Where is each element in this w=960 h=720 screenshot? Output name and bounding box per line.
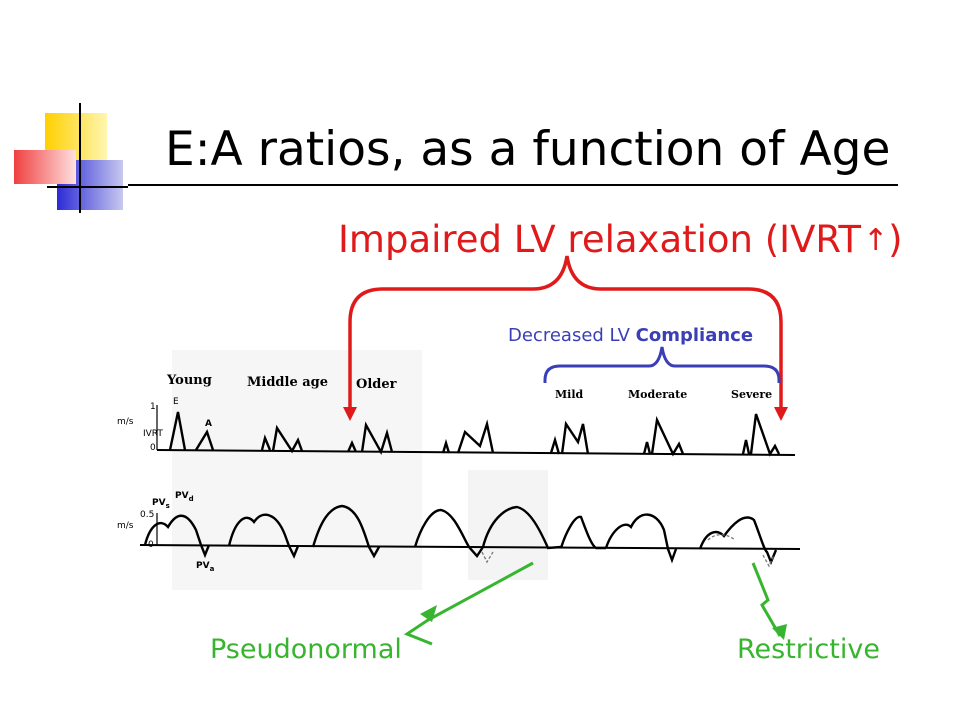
pv-wave-older <box>311 504 381 559</box>
pseudonormal-label: Pseudonormal <box>210 634 402 665</box>
compliance-prefix: Decreased LV <box>508 325 636 346</box>
label-moderate: Moderate <box>628 388 687 401</box>
top-baseline <box>156 449 796 456</box>
pvs-label: PVs <box>152 498 170 510</box>
pv-wave-moderate <box>604 513 678 564</box>
compliance-brace <box>543 346 781 383</box>
label-middle-age: Middle age <box>247 375 328 390</box>
pvd-label: PVd <box>175 491 194 503</box>
title-underline <box>128 184 898 186</box>
restrictive-arrowhead <box>772 624 787 640</box>
pseudonormal-arrow <box>403 561 534 646</box>
a-wave-label: A <box>205 419 212 429</box>
restrictive-arrow <box>751 562 782 637</box>
top-tick-1: 1 <box>150 402 156 412</box>
wave-older <box>346 421 394 456</box>
pv-wave-impaired-2 <box>481 505 562 550</box>
top-axis-unit: m/s <box>117 417 134 427</box>
label-severe: Severe <box>731 388 772 401</box>
wave-severe <box>741 413 781 457</box>
wave-young <box>168 411 215 451</box>
pv-dashed-overlay <box>481 534 775 568</box>
compliance-bold: Compliance <box>635 325 754 346</box>
pv-wave-mild <box>559 515 606 550</box>
label-young: Young <box>166 373 212 388</box>
relaxation-close: ) <box>888 218 903 261</box>
wave-mild <box>549 420 590 455</box>
pseudonormal-arrowhead <box>420 605 437 622</box>
up-arrow-icon: ↑ <box>863 223 889 258</box>
e-wave-label: E <box>173 397 179 407</box>
label-mild: Mild <box>555 388 584 401</box>
wave-impaired <box>441 419 495 454</box>
logo-red-square <box>14 150 76 184</box>
decreased-compliance-label: Decreased LV Compliance <box>508 325 753 346</box>
restrictive-label: Restrictive <box>737 634 880 665</box>
bottom-axis-unit: m/s <box>117 521 134 531</box>
red-arrowhead-right <box>774 407 788 421</box>
slide-title: E:A ratios, as a function of Age <box>165 122 891 177</box>
pv-wave-impaired-1 <box>413 508 484 558</box>
wave-moderate <box>642 415 685 457</box>
pva-label: PVa <box>196 561 215 573</box>
bottom-tick-05: 0.5 <box>140 510 154 520</box>
figure-shade-mid <box>468 470 548 580</box>
wave-middle-age <box>260 424 304 454</box>
label-older: Older <box>356 377 397 392</box>
relaxation-brace <box>348 255 783 415</box>
pv-wave-severe <box>698 516 778 566</box>
top-tick-0: 0 <box>150 443 156 453</box>
red-arrowhead-left <box>343 407 357 421</box>
relaxation-text: Impaired LV relaxation (IVRT <box>338 218 862 261</box>
impaired-relaxation-label: Impaired LV relaxation (IVRT↑) <box>338 218 903 261</box>
ivrt-label: IVRT <box>143 429 163 439</box>
pv-wave-middle-age <box>227 513 300 559</box>
pv-wave-young <box>143 514 211 559</box>
